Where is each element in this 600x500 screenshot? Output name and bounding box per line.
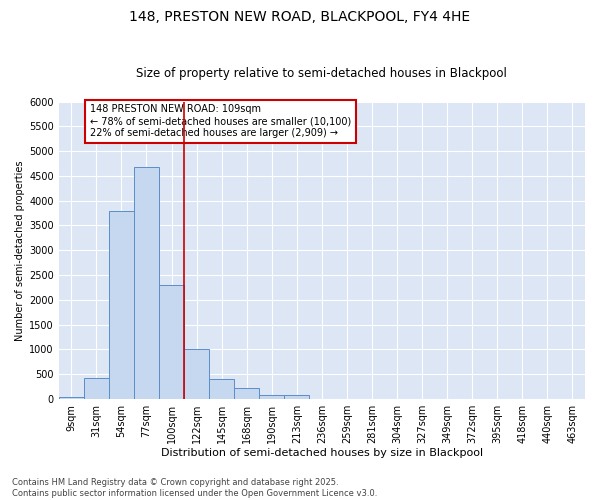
Bar (134, 167, 159, 399)
X-axis label: Distribution of semi-detached houses by size in Blackpool: Distribution of semi-detached houses by … (161, 448, 483, 458)
Bar (59, 396, 84, 399)
Bar (84, 378, 109, 399)
Bar (209, 380, 234, 399)
Text: Contains HM Land Registry data © Crown copyright and database right 2025.
Contai: Contains HM Land Registry data © Crown c… (12, 478, 377, 498)
Title: Size of property relative to semi-detached houses in Blackpool: Size of property relative to semi-detach… (136, 66, 508, 80)
Bar (109, 210, 134, 399)
Bar (259, 395, 284, 399)
Text: 148 PRESTON NEW ROAD: 109sqm
← 78% of semi-detached houses are smaller (10,100)
: 148 PRESTON NEW ROAD: 109sqm ← 78% of se… (91, 104, 352, 138)
Y-axis label: Number of semi-detached properties: Number of semi-detached properties (15, 160, 25, 340)
Bar (234, 388, 259, 399)
Text: 148, PRESTON NEW ROAD, BLACKPOOL, FY4 4HE: 148, PRESTON NEW ROAD, BLACKPOOL, FY4 4H… (130, 10, 470, 24)
Bar (184, 350, 209, 399)
Bar (159, 285, 184, 399)
Bar (284, 395, 310, 399)
